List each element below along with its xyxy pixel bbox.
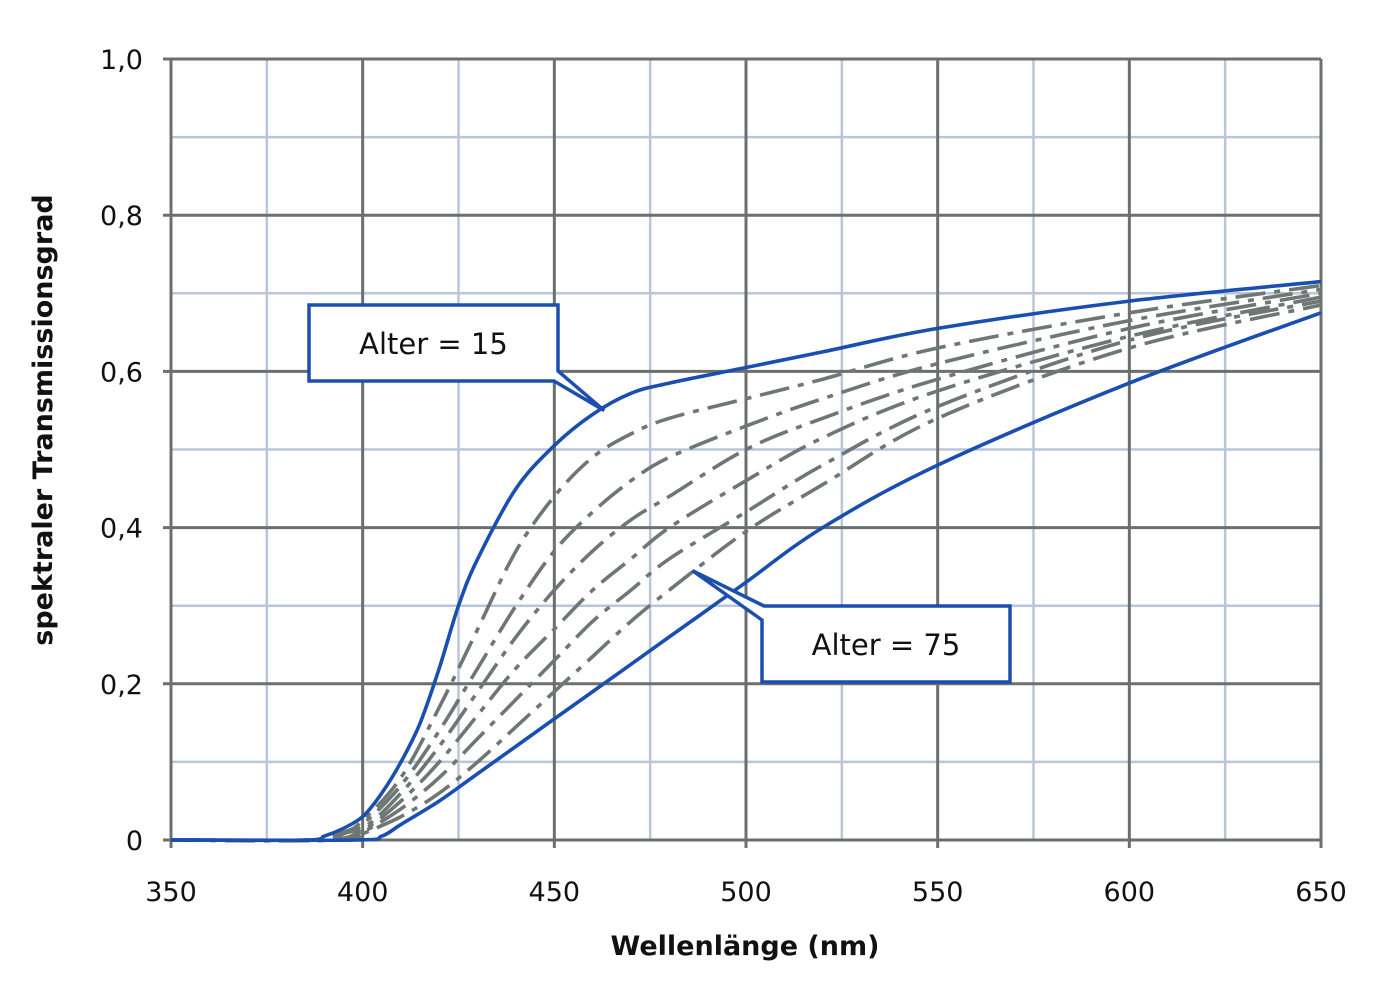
- y-tick-label: 0: [126, 826, 143, 857]
- series-curve-intermediate-2: [170, 287, 1322, 843]
- callout-box: [691, 568, 1012, 684]
- x-tick-label: 650: [1295, 877, 1347, 908]
- x-tick-label: 500: [720, 877, 772, 908]
- x-tick-label: 550: [912, 877, 964, 908]
- x-tick-label: 400: [337, 877, 389, 908]
- series-curve-intermediate-4: [170, 295, 1322, 843]
- callout-label: Alter = 75: [812, 628, 961, 662]
- x-tick-label: 600: [1104, 877, 1156, 908]
- x-axis-title: Wellenlänge (nm): [611, 931, 880, 962]
- series-curve-intermediate-1: [170, 283, 1322, 843]
- y-tick-label: 1,0: [100, 45, 143, 76]
- callout-box: [307, 303, 606, 412]
- series-curve-intermediate-3: [170, 291, 1322, 843]
- y-axis-title: spektraler Transmissionsgrad: [28, 194, 59, 646]
- x-tick-label: 350: [145, 877, 197, 908]
- series-curve-alter-15: [170, 279, 1322, 843]
- callout-label: Alter = 15: [359, 327, 508, 361]
- y-tick-label: 0,4: [100, 514, 143, 545]
- y-tick-labels: 0 0,2 0,4 0,6 0,8 1,0: [100, 45, 143, 857]
- major-grid: [163, 57, 1323, 848]
- callouts: Alter = 15 Alter = 75: [307, 303, 1012, 684]
- x-tick-labels: 350 400 450 500 550 600 650: [145, 877, 1347, 908]
- series-curve-alter-75: [170, 311, 1322, 843]
- y-tick-label: 0,8: [100, 201, 143, 232]
- y-tick-label: 0,6: [100, 357, 143, 388]
- x-tick-label: 450: [529, 877, 581, 908]
- curves: [170, 279, 1322, 843]
- series-curve-intermediate-6: [170, 303, 1322, 843]
- y-tick-label: 0,2: [100, 670, 143, 701]
